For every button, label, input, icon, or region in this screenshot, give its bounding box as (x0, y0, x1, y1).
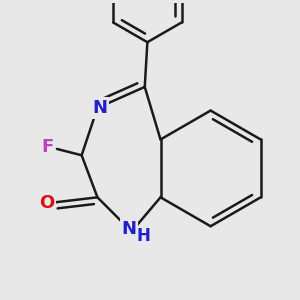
Text: F: F (41, 138, 54, 156)
Text: N: N (122, 220, 136, 238)
Text: N: N (92, 99, 107, 117)
Text: H: H (136, 227, 150, 245)
Text: O: O (39, 194, 54, 211)
